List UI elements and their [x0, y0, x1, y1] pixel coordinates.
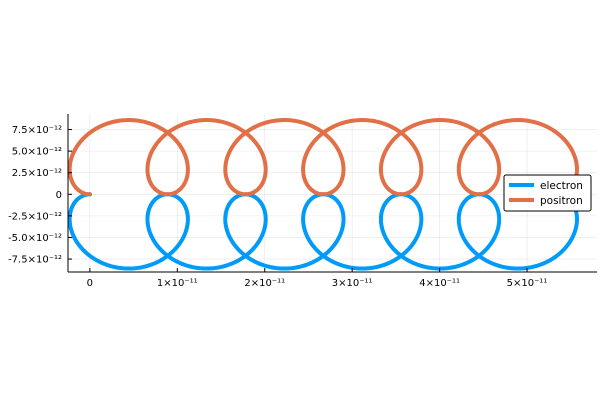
series-layer	[67, 118, 579, 271]
x-tick-labels: 0 1×10⁻¹¹ 2×10⁻¹¹ 3×10⁻¹¹ 4×10⁻¹¹ 5×10⁻¹¹	[87, 278, 548, 289]
x-tick-label: 0	[87, 278, 93, 289]
x-tick-label: 3×10⁻¹¹	[332, 278, 373, 289]
y-tick-label: -7.5×10⁻¹²	[8, 255, 62, 266]
series-line-positron	[67, 118, 579, 197]
legend-label-electron: electron	[540, 180, 583, 192]
x-tick-label: 1×10⁻¹¹	[157, 278, 198, 289]
x-tick-label: 4×10⁻¹¹	[419, 278, 460, 289]
x-tick-label: 2×10⁻¹¹	[244, 278, 285, 289]
y-tick-label: -5.0×10⁻¹²	[8, 233, 62, 244]
legend-label-positron: positron	[540, 195, 583, 207]
y-tick-label: 7.5×10⁻¹²	[12, 125, 62, 136]
x-tick-label: 5×10⁻¹¹	[507, 278, 548, 289]
y-tick-label: 2.5×10⁻¹²	[12, 168, 62, 179]
y-tick-label: 0	[56, 190, 62, 201]
y-tick-label: 5.0×10⁻¹²	[12, 147, 62, 158]
y-tick-label: -2.5×10⁻¹²	[8, 211, 62, 222]
axes	[67, 114, 597, 273]
y-tick-labels: -7.5×10⁻¹² -5.0×10⁻¹² -2.5×10⁻¹² 0 2.5×10⁻¹²…	[8, 125, 62, 266]
series-line-electron	[67, 192, 579, 271]
legend: electron positron	[503, 174, 592, 212]
